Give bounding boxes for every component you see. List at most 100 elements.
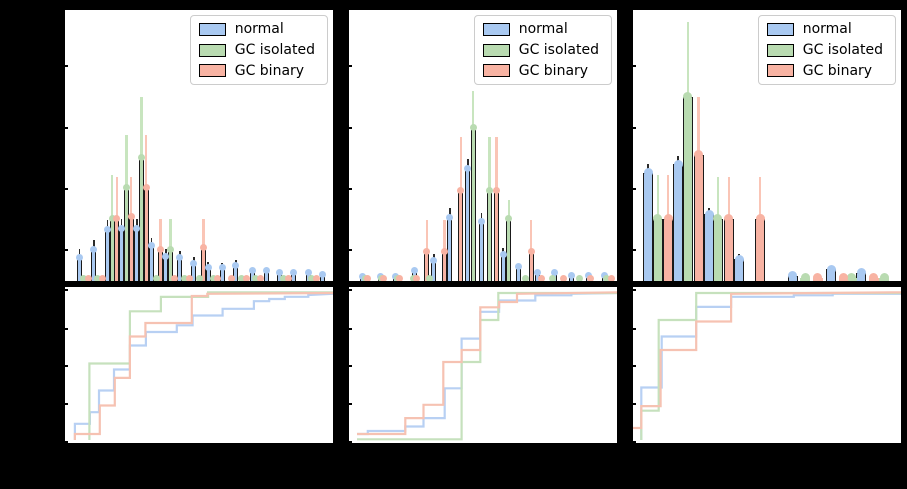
- panel-2-top: normal GC isolated GC binary: [348, 9, 618, 283]
- marker-normal: [734, 254, 744, 264]
- errorbar-normal: [93, 240, 95, 250]
- marker-gc_isolated: [425, 275, 433, 281]
- marker-gc_isolated: [308, 275, 316, 281]
- marker-normal: [856, 268, 866, 278]
- bar-gc_binary: [458, 190, 464, 281]
- cdf-plot: [73, 291, 333, 440]
- errorbar-gc_binary: [529, 220, 533, 252]
- cdf-line-gc_binary: [73, 291, 333, 440]
- y-tick: [633, 440, 636, 443]
- bar-gc_binary: [723, 218, 734, 281]
- marker-normal: [430, 257, 438, 265]
- errorbar-gc_isolated: [716, 176, 720, 219]
- bar-gc_isolated: [470, 127, 476, 281]
- errorbar-gc_binary: [727, 176, 731, 219]
- bar-gc_isolated: [506, 218, 512, 281]
- marker-gc_binary: [869, 273, 879, 281]
- marker-normal: [176, 253, 184, 261]
- marker-normal: [147, 242, 155, 250]
- panel-3-bottom: [632, 286, 902, 444]
- panel-1-top: normal GC isolated GC binary: [64, 9, 334, 283]
- bar-gc_isolated: [652, 218, 663, 281]
- errorbar-normal: [106, 220, 109, 230]
- marker-gc_isolated: [575, 275, 583, 281]
- marker-normal: [190, 259, 198, 267]
- marker-gc_binary: [839, 273, 849, 281]
- marker-gc_isolated: [683, 92, 693, 102]
- legend-swatch-gc_binary: [766, 64, 794, 78]
- cdf-line-gc_isolated: [640, 291, 901, 440]
- y-tick: [65, 403, 68, 406]
- y-tick: [633, 403, 636, 406]
- marker-gc_isolated: [122, 184, 130, 191]
- marker-gc_isolated: [167, 245, 175, 253]
- marker-normal: [276, 269, 284, 277]
- marker-gc_binary: [312, 275, 320, 281]
- y-tick: [349, 403, 352, 406]
- marker-normal: [162, 252, 170, 260]
- marker-normal: [477, 217, 485, 225]
- y-tick: [349, 187, 352, 190]
- legend-entry: GC binary: [198, 63, 315, 80]
- legend-entry: GC isolated: [766, 42, 883, 59]
- legend-label-gc_binary: GC binary: [518, 62, 589, 79]
- errorbar-normal: [78, 249, 81, 258]
- errorbar-gc_isolated: [488, 137, 491, 191]
- y-tick: [65, 187, 68, 190]
- marker-gc_binary: [527, 247, 535, 255]
- marker-gc_binary: [200, 243, 208, 251]
- marker-gc_binary: [127, 213, 135, 220]
- marker-gc_isolated: [209, 275, 217, 281]
- y-tick: [349, 440, 352, 443]
- legend-swatch-gc_isolated: [482, 43, 510, 57]
- legend-swatch-gc_binary: [198, 64, 226, 78]
- marker-normal: [551, 269, 559, 277]
- legend-entry: GC binary: [766, 63, 883, 80]
- marker-gc_binary: [396, 275, 404, 281]
- legend-entry: GC isolated: [482, 42, 599, 59]
- marker-gc_binary: [171, 275, 179, 281]
- marker-normal: [567, 271, 575, 279]
- marker-gc_binary: [559, 275, 567, 281]
- errorbar-gc_isolated: [686, 22, 690, 97]
- marker-gc_isolated: [238, 275, 246, 281]
- errorbar-gc_binary: [758, 176, 762, 219]
- errorbar-gc_binary: [144, 134, 148, 188]
- errorbar-gc_isolated: [507, 199, 511, 219]
- marker-normal: [601, 271, 609, 279]
- legend-swatch-normal: [198, 22, 226, 36]
- errorbar-gc_binary: [697, 96, 700, 155]
- y-tick: [633, 126, 636, 129]
- bar-gc_binary: [528, 251, 534, 281]
- bar-gc_binary: [493, 190, 499, 281]
- marker-gc_isolated: [195, 275, 203, 281]
- marker-normal: [534, 269, 542, 277]
- marker-normal: [232, 261, 240, 269]
- marker-normal: [318, 270, 326, 278]
- marker-gc_binary: [694, 150, 704, 160]
- legend: normal GC isolated GC binary: [757, 15, 896, 86]
- errorbar-normal: [467, 159, 469, 169]
- marker-gc_binary: [538, 275, 546, 281]
- marker-gc_isolated: [137, 154, 145, 162]
- legend: normal GC isolated GC binary: [473, 15, 612, 86]
- panel-2-bottom: [348, 286, 618, 444]
- marker-normal: [290, 269, 298, 277]
- cdf-line-gc_binary: [357, 291, 617, 436]
- errorbar-normal: [120, 218, 123, 229]
- marker-gc_binary: [228, 275, 236, 281]
- marker-gc_binary: [364, 275, 372, 281]
- bar-gc_binary: [663, 218, 674, 281]
- errorbar-gc_isolated: [471, 91, 475, 128]
- marker-normal: [704, 209, 714, 219]
- marker-gc_isolated: [879, 273, 889, 281]
- cdf-plot: [633, 291, 901, 440]
- marker-gc_isolated: [486, 186, 494, 194]
- marker-normal: [304, 269, 312, 277]
- marker-gc_binary: [663, 214, 673, 224]
- legend-label-normal: normal: [234, 21, 284, 37]
- errorbar-gc_binary: [129, 176, 133, 217]
- bar-gc_binary: [755, 218, 766, 281]
- marker-gc_binary: [257, 275, 265, 281]
- panel-1-bottom: [64, 286, 334, 444]
